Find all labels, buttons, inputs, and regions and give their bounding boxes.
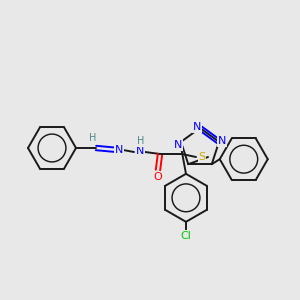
Text: H: H: [137, 136, 145, 146]
Text: S: S: [198, 152, 206, 162]
Text: N: N: [174, 140, 182, 150]
Text: N: N: [115, 145, 123, 155]
Text: N: N: [218, 136, 226, 146]
Text: Cl: Cl: [181, 231, 191, 241]
Text: N: N: [136, 146, 144, 156]
Text: H: H: [89, 133, 97, 143]
Text: O: O: [154, 172, 162, 182]
Text: N: N: [193, 122, 201, 132]
